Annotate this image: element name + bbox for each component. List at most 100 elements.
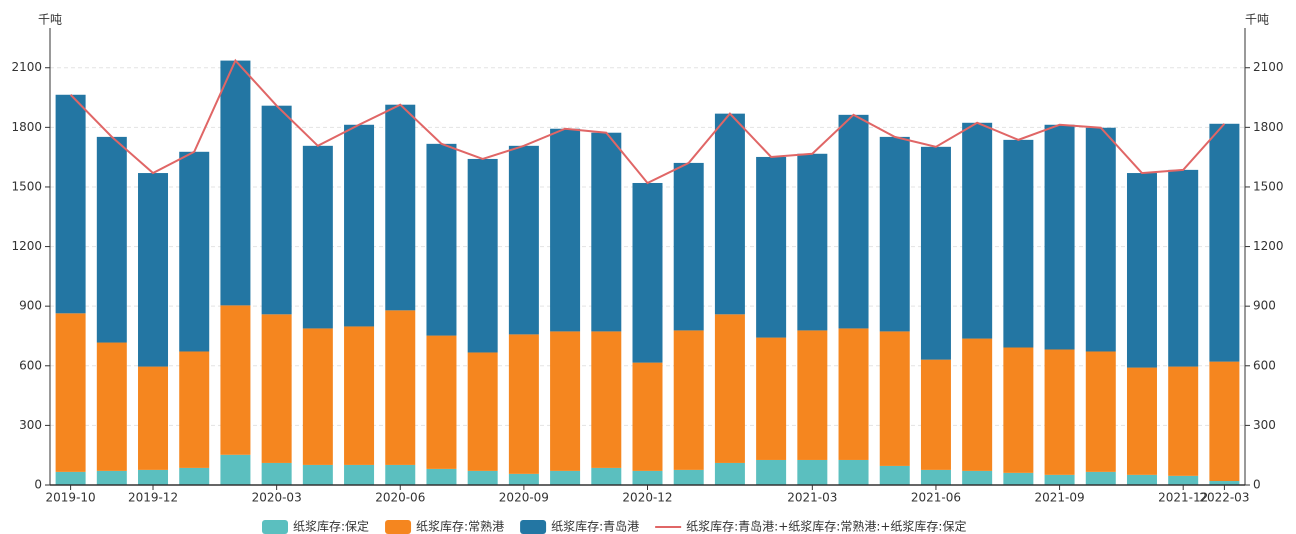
x-tick-label: 2021-12 [1158,491,1208,505]
bar-segment [1209,123,1240,362]
bar-segment [1168,169,1199,367]
y-tick-label: 1500 [11,179,42,193]
bar-segment [55,471,86,485]
bar-segment [797,459,828,485]
bar-segment [1003,139,1034,348]
bar-segment [591,132,622,332]
y2-tick-label: 600 [1253,358,1276,372]
y2-tick-label: 300 [1253,418,1276,432]
bar-segment [508,473,539,485]
bar-segment [220,305,251,455]
bar-segment [467,352,498,471]
bar-segment [632,470,663,485]
bar-segment [508,334,539,474]
bar-segment [302,328,333,465]
bar-segment [344,124,375,327]
bar-segment [879,136,910,332]
bar-segment [302,145,333,329]
bar-segment [385,464,416,485]
bar-segment [55,94,86,314]
bar-segment [550,331,581,471]
bar-segment [261,462,292,485]
x-tick-label: 2019-12 [128,491,178,505]
bar-segment [632,182,663,363]
bar-segment [261,105,292,315]
bar-segment [138,366,169,470]
bar-segment [179,351,210,468]
bar-segment [632,362,663,471]
bar-segment [220,454,251,485]
y2-tick-label: 900 [1253,299,1276,313]
bar-segment [1003,347,1034,473]
bar-segment [467,158,498,353]
legend-label: 纸浆库存:保定 [293,519,369,534]
bar-segment [879,331,910,466]
legend-label: 纸浆库存:青岛港:+纸浆库存:常熟港:+纸浆库存:保定 [686,519,966,534]
bar-segment [920,359,951,470]
legend-swatch [262,520,288,534]
right-unit: 千吨 [1245,13,1269,27]
x-tick-label: 2020-12 [622,491,672,505]
bar-segment [673,330,704,470]
bar-segment [962,470,993,485]
legend-swatch [385,520,412,534]
left-unit: 千吨 [38,13,62,27]
bar-segment [96,342,127,471]
bar-segment [714,113,745,315]
x-tick-label: 2019-10 [46,491,96,505]
bar-segment [1209,361,1240,482]
bar-segment [1126,474,1157,485]
x-tick-label: 2021-06 [911,491,961,505]
x-tick-label: 2020-09 [499,491,549,505]
bar-segment [673,162,704,331]
bar-segment [756,337,787,460]
bar-segment [756,156,787,338]
bar-segment [426,468,457,485]
y-tick-label: 2100 [11,60,42,74]
bar-segment [138,469,169,485]
bar-segment [1126,367,1157,475]
total-line [69,58,1226,185]
bar-segment [879,465,910,485]
y-tick-label: 900 [19,299,42,313]
bar-segment [673,469,704,485]
y-tick-label: 1800 [11,120,42,134]
bar-segment [55,313,86,472]
bar-segment [302,464,333,485]
bar-segment [1003,472,1034,485]
bar-segment [920,469,951,485]
bar-segment [838,114,869,329]
y2-tick-label: 1200 [1253,239,1284,253]
bar-segment [1126,173,1157,368]
bar-segment [838,459,869,485]
y2-tick-label: 2100 [1253,60,1284,74]
y-tick-label: 600 [19,358,42,372]
bar-segment [838,328,869,460]
bar-segment [344,464,375,485]
bar-segment [138,173,169,367]
x-tick-label: 2021-03 [787,491,837,505]
legend-label: 纸浆库存:青岛港 [551,519,639,534]
x-tick-label: 2022-03 [1199,491,1249,505]
bar-segment [467,470,498,485]
bar-segment [220,60,251,306]
bar-segment [179,151,210,352]
bar-segment [385,104,416,311]
bar-segment [179,467,210,485]
bar-segment [591,467,622,485]
bar-segment [1044,124,1075,350]
bar-segment [714,462,745,485]
y-tick-label: 1200 [11,239,42,253]
legend-swatch [520,520,547,534]
bar-segment [344,326,375,465]
bar-segment [1044,349,1075,475]
y-tick-label: 300 [19,418,42,432]
bar-segment [1044,474,1075,485]
bar-segment [385,310,416,465]
bar-segment [1168,366,1199,476]
bar-segment [508,145,539,335]
y2-tick-label: 0 [1253,478,1261,492]
bar-segment [96,136,127,343]
